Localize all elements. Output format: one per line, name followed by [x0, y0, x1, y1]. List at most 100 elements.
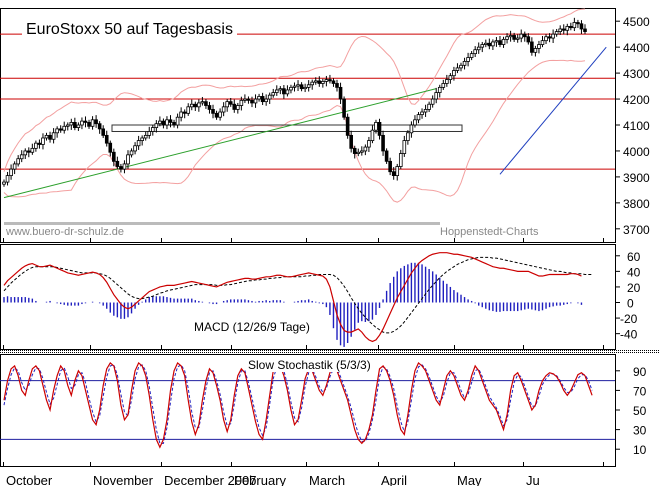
price-candle — [48, 131, 52, 143]
price-candle — [246, 96, 251, 104]
stochastic-tick-label: 70 — [633, 384, 647, 398]
price-candle — [278, 86, 283, 95]
price-candle — [65, 122, 70, 131]
price-candle — [310, 79, 315, 90]
candle-body — [143, 134, 148, 139]
candle-body — [466, 57, 470, 62]
stochastic-tick-label: 10 — [633, 443, 647, 457]
candle-body — [264, 98, 268, 103]
price-candle — [434, 87, 439, 104]
candle-body — [115, 160, 120, 167]
price-candle — [335, 79, 339, 92]
candle-body — [37, 142, 42, 145]
month-label: April — [381, 473, 407, 486]
candle-body — [374, 122, 378, 131]
candle-body — [179, 111, 183, 118]
candle-body — [150, 127, 155, 132]
candle-body — [395, 166, 400, 177]
price-candle — [140, 135, 144, 146]
candle-body — [289, 86, 293, 91]
candle-body — [200, 101, 205, 104]
bollinger-band — [3, 8, 586, 172]
candle-body — [462, 61, 467, 66]
price-candle — [23, 148, 28, 159]
price-tick-label: 4300 — [623, 67, 650, 81]
candle-body — [526, 36, 531, 43]
price-candle — [367, 136, 371, 152]
candle-body — [154, 123, 159, 128]
candle-body — [491, 41, 495, 47]
candle-body — [104, 134, 109, 144]
price-candle — [462, 57, 467, 70]
chart-background — [0, 8, 660, 467]
candle-body — [246, 98, 251, 101]
price-candle — [583, 24, 587, 35]
price-candle — [253, 94, 258, 108]
candle-body — [402, 140, 407, 154]
candle-body — [469, 53, 474, 58]
candle-body — [90, 119, 95, 127]
stochastic-d-line — [3, 364, 593, 444]
price-candle — [260, 92, 265, 106]
candle-body — [271, 92, 276, 96]
candle-body — [579, 23, 584, 30]
price-candle — [257, 93, 261, 102]
price-candle — [423, 104, 428, 117]
candle-body — [44, 134, 49, 139]
price-candle — [218, 108, 222, 121]
price-candle — [55, 126, 59, 138]
price-candle — [561, 24, 566, 35]
candle-body — [317, 80, 322, 84]
chart-title: EuroStoxx 50 auf Tagesbasis — [22, 21, 237, 39]
candle-body — [363, 146, 368, 152]
candle-body — [165, 119, 169, 126]
candle-body — [498, 40, 502, 45]
month-label: Ju — [526, 473, 540, 486]
candle-body — [147, 131, 152, 136]
candle-body — [441, 83, 446, 88]
candle-body — [23, 150, 28, 156]
candle-body — [537, 44, 541, 49]
panel-frame — [0, 354, 616, 467]
price-candle — [221, 102, 226, 117]
candle-body — [540, 40, 545, 45]
candle-body — [55, 128, 59, 134]
price-candle — [313, 77, 318, 85]
candle-body — [544, 36, 548, 42]
price-candle — [306, 80, 311, 92]
candle-body — [349, 134, 353, 149]
candle-body — [182, 111, 187, 114]
candle-body — [434, 92, 439, 100]
candle-body — [243, 98, 247, 101]
price-candle — [360, 146, 364, 156]
price-candle — [136, 135, 141, 150]
price-candle — [349, 130, 353, 153]
candle-body — [519, 33, 524, 39]
candle-body — [34, 142, 38, 149]
candle-body — [65, 124, 70, 127]
candle-body — [505, 36, 509, 40]
macd-line — [3, 252, 582, 343]
trend-line — [3, 88, 437, 199]
price-candle — [533, 45, 538, 57]
price-candle — [469, 51, 474, 61]
price-candle — [30, 143, 35, 155]
price-candle — [119, 163, 123, 173]
price-candle — [200, 96, 205, 106]
candle-body — [338, 86, 343, 100]
candle-body — [437, 86, 442, 93]
candle-body — [476, 46, 481, 51]
price-candle — [236, 102, 240, 114]
price-candle — [544, 34, 548, 45]
candle-body — [455, 67, 460, 71]
candle-body — [175, 116, 180, 126]
candle-body — [80, 120, 84, 126]
stochastic-label: Slow Stochastik (5/3/3) — [246, 358, 373, 372]
macd-tick-label: 40 — [627, 265, 641, 279]
price-candle — [2, 179, 6, 187]
price-tick-label: 3800 — [623, 197, 650, 211]
price-candle — [87, 119, 91, 129]
candle-body — [211, 109, 215, 114]
price-candle — [168, 115, 173, 128]
